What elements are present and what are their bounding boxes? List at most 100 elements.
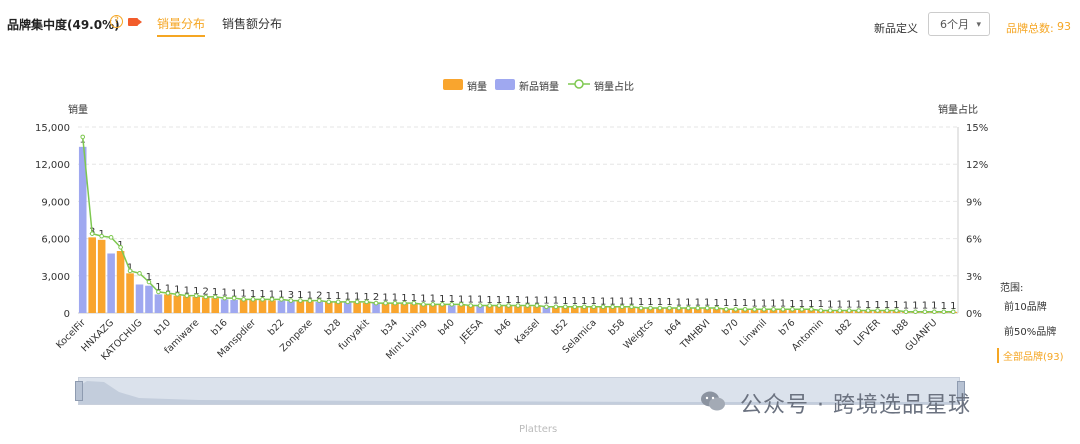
bar-sales (183, 296, 191, 313)
bar-sales (381, 303, 390, 313)
bar-sales (570, 306, 579, 313)
bar-sales (88, 237, 96, 313)
range-option-all[interactable]: 全部品牌(93) (997, 348, 1064, 363)
bar-sales (258, 300, 267, 313)
bar-sales (306, 301, 314, 313)
y-tick-right: 9% (966, 197, 982, 208)
legend-label-sales: 销量 (467, 82, 487, 93)
data-label: 1 (401, 293, 407, 304)
share-point (846, 308, 852, 313)
share-point (89, 231, 95, 236)
data-label: 2 (373, 292, 379, 303)
range-option-top50[interactable]: 前50%品牌 (1004, 327, 1057, 338)
bar-sales (656, 308, 664, 313)
share-point (714, 305, 720, 311)
share-point (411, 300, 417, 306)
data-label: 1 (155, 282, 161, 293)
data-label: 1 (666, 297, 672, 308)
bar-sales (97, 239, 106, 313)
bar-sales (457, 305, 466, 313)
data-label: 1 (695, 298, 701, 309)
data-label: 1 (439, 294, 445, 305)
x-tick-label: b70 (720, 317, 741, 338)
y-tick-left: 3,000 (41, 272, 70, 283)
share-point (326, 299, 332, 305)
share-point (156, 289, 161, 295)
range-title: 范围: (1000, 283, 1024, 294)
page-title: 品牌集中度(49.0%) (7, 18, 120, 32)
share-point (572, 304, 578, 310)
y-tick-right: 0% (966, 309, 982, 320)
data-label: 1 (250, 289, 256, 300)
data-label: 1 (704, 298, 710, 309)
tab-sales-amount[interactable]: 销售额分布 (222, 17, 283, 31)
bar-sales (239, 299, 248, 313)
share-point (496, 303, 502, 308)
range-option-top10[interactable]: 前10品牌 (1004, 302, 1047, 313)
share-point (392, 300, 398, 306)
data-label: 1 (165, 283, 171, 294)
share-point (932, 309, 937, 315)
tab-sales-volume[interactable]: 销量分布 (157, 15, 206, 37)
share-point (723, 306, 729, 312)
x-tick-label: Linwnil (738, 317, 769, 348)
bar-sales (561, 306, 570, 313)
bar-new (476, 305, 484, 313)
bar-sales (192, 296, 201, 313)
share-point (667, 305, 672, 311)
y-tick-right: 6% (966, 235, 982, 246)
bar-new (287, 301, 295, 313)
share-point (118, 244, 123, 250)
bar-sales (211, 298, 219, 313)
brand-total-value: 93 (1057, 20, 1071, 33)
share-point (477, 303, 483, 308)
share-point (865, 308, 871, 313)
data-label: 1 (912, 300, 918, 311)
zoom-handle-right[interactable] (957, 381, 965, 401)
share-point (108, 235, 114, 240)
share-point (279, 297, 284, 302)
bar-sales (684, 308, 693, 313)
share-point (440, 302, 445, 307)
bar-sales (608, 307, 617, 313)
share-point (600, 304, 606, 310)
question-circle-icon[interactable]: ? (110, 15, 123, 28)
bar-new (343, 302, 352, 313)
data-label: 1 (714, 298, 720, 309)
data-label: 1 (382, 292, 388, 303)
bar-sales (495, 305, 503, 313)
share-point (506, 303, 511, 308)
share-point (99, 233, 104, 239)
data-label: 1 (392, 293, 398, 304)
bar-sales (703, 308, 712, 313)
x-tick-label: JEESA (457, 317, 485, 345)
share-point (193, 293, 199, 298)
bar-sales (410, 304, 418, 313)
zoom-handle-left[interactable] (75, 381, 83, 401)
bar-sales (627, 307, 636, 313)
bar-sales (173, 295, 182, 313)
chevron-down-icon: ▾ (976, 20, 981, 30)
bar-sales (164, 294, 172, 313)
x-tick-label: b34 (380, 317, 401, 338)
share-point (780, 306, 786, 312)
bar-sales (589, 307, 598, 313)
y-tick-left: 12,000 (35, 160, 70, 171)
x-tick-label: LIFVER (852, 317, 883, 348)
data-label: 1 (449, 294, 455, 305)
data-label: 1 (562, 296, 568, 307)
data-label: 1 (430, 294, 436, 305)
share-point (610, 304, 615, 310)
x-tick-label: b46 (493, 317, 514, 338)
share-point (165, 290, 171, 296)
bar-sales (694, 308, 702, 313)
share-point (345, 299, 350, 305)
y-tick-left: 0 (64, 309, 70, 320)
share-point (742, 306, 748, 312)
zoom-slider[interactable] (78, 377, 960, 405)
x-tick-label: b52 (550, 317, 571, 338)
data-label: 1 (543, 296, 549, 307)
new-definition-select[interactable]: 6个月 ▾ (928, 12, 990, 36)
video-icon[interactable] (128, 18, 142, 26)
legend-swatch-share (568, 79, 590, 89)
